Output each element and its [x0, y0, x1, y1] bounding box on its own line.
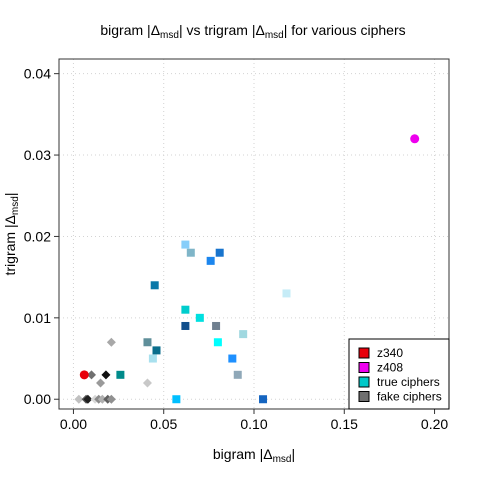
- y-tick-label: 0.00: [24, 391, 51, 407]
- data-point-true-cipher: [212, 321, 221, 330]
- data-point-true-cipher: [148, 354, 157, 363]
- data-point-true-cipher: [143, 338, 152, 347]
- data-point-true-cipher: [116, 370, 125, 379]
- data-point-true-cipher: [228, 354, 237, 363]
- data-point-fake-cipher: [106, 394, 116, 404]
- y-axis-label: trigram |Δmsd|: [2, 193, 21, 276]
- x-tick-label: 0.10: [240, 416, 267, 432]
- legend-label: z340: [377, 346, 403, 360]
- data-point-true-cipher: [181, 321, 190, 330]
- data-point-fake-cipher: [96, 378, 106, 388]
- legend-label: fake ciphers: [377, 390, 442, 404]
- y-tick-label: 0.03: [24, 147, 51, 163]
- data-point-fake-cipher: [83, 394, 93, 404]
- data-point-z408: [410, 134, 420, 144]
- legend-swatch: [358, 362, 370, 373]
- data-point-true-cipher: [195, 313, 204, 322]
- plot-frame: [58, 58, 450, 410]
- legend-label: true ciphers: [377, 375, 440, 389]
- y-tick-label: 0.02: [24, 228, 51, 244]
- data-point-true-cipher: [152, 346, 161, 355]
- legend-swatch: [358, 347, 370, 359]
- y-tick-label: 0.04: [24, 66, 51, 82]
- data-point-fake-cipher: [87, 370, 96, 380]
- data-point-fake-cipher: [97, 394, 107, 404]
- data-point-true-cipher: [181, 305, 190, 314]
- x-tick-label: 0.20: [421, 416, 448, 432]
- y-tick-label: 0.01: [24, 310, 51, 326]
- data-point-z340: [79, 370, 89, 380]
- data-point-true-cipher: [213, 338, 222, 347]
- data-points: [74, 134, 420, 404]
- axis-ticks: 0.00 0.05 0.10 0.15 0.20 0.00 0.01 0.02 0.03 0.04: [24, 66, 449, 432]
- data-point-true-cipher: [233, 370, 242, 379]
- data-point-true-cipher: [186, 248, 195, 257]
- legend-swatch: [358, 376, 370, 388]
- data-point-true-cipher: [172, 395, 181, 404]
- data-point-true-cipher: [215, 248, 224, 257]
- data-point-true-cipher: [150, 281, 159, 290]
- x-tick-label: 0.15: [331, 416, 358, 432]
- chart-title: bigram |Δmsd| vs trigram |Δmsd| for vari…: [100, 22, 405, 41]
- data-point-true-cipher: [239, 330, 248, 339]
- data-point-true-cipher: [282, 289, 291, 298]
- data-point-fake-cipher: [74, 394, 84, 404]
- x-tick-label: 0.00: [60, 416, 87, 432]
- data-point-fake-cipher: [142, 378, 152, 388]
- data-point-fake-cipher: [101, 370, 111, 380]
- legend-label: z408: [377, 361, 403, 375]
- legend-swatch: [358, 391, 370, 402]
- data-point-true-cipher: [259, 395, 268, 404]
- x-tick-label: 0.05: [150, 416, 177, 432]
- data-point-true-cipher: [181, 240, 190, 249]
- data-point-true-cipher: [206, 256, 215, 265]
- x-axis-label: bigram |Δmsd|: [213, 446, 295, 465]
- data-point-fake-cipher: [106, 337, 116, 347]
